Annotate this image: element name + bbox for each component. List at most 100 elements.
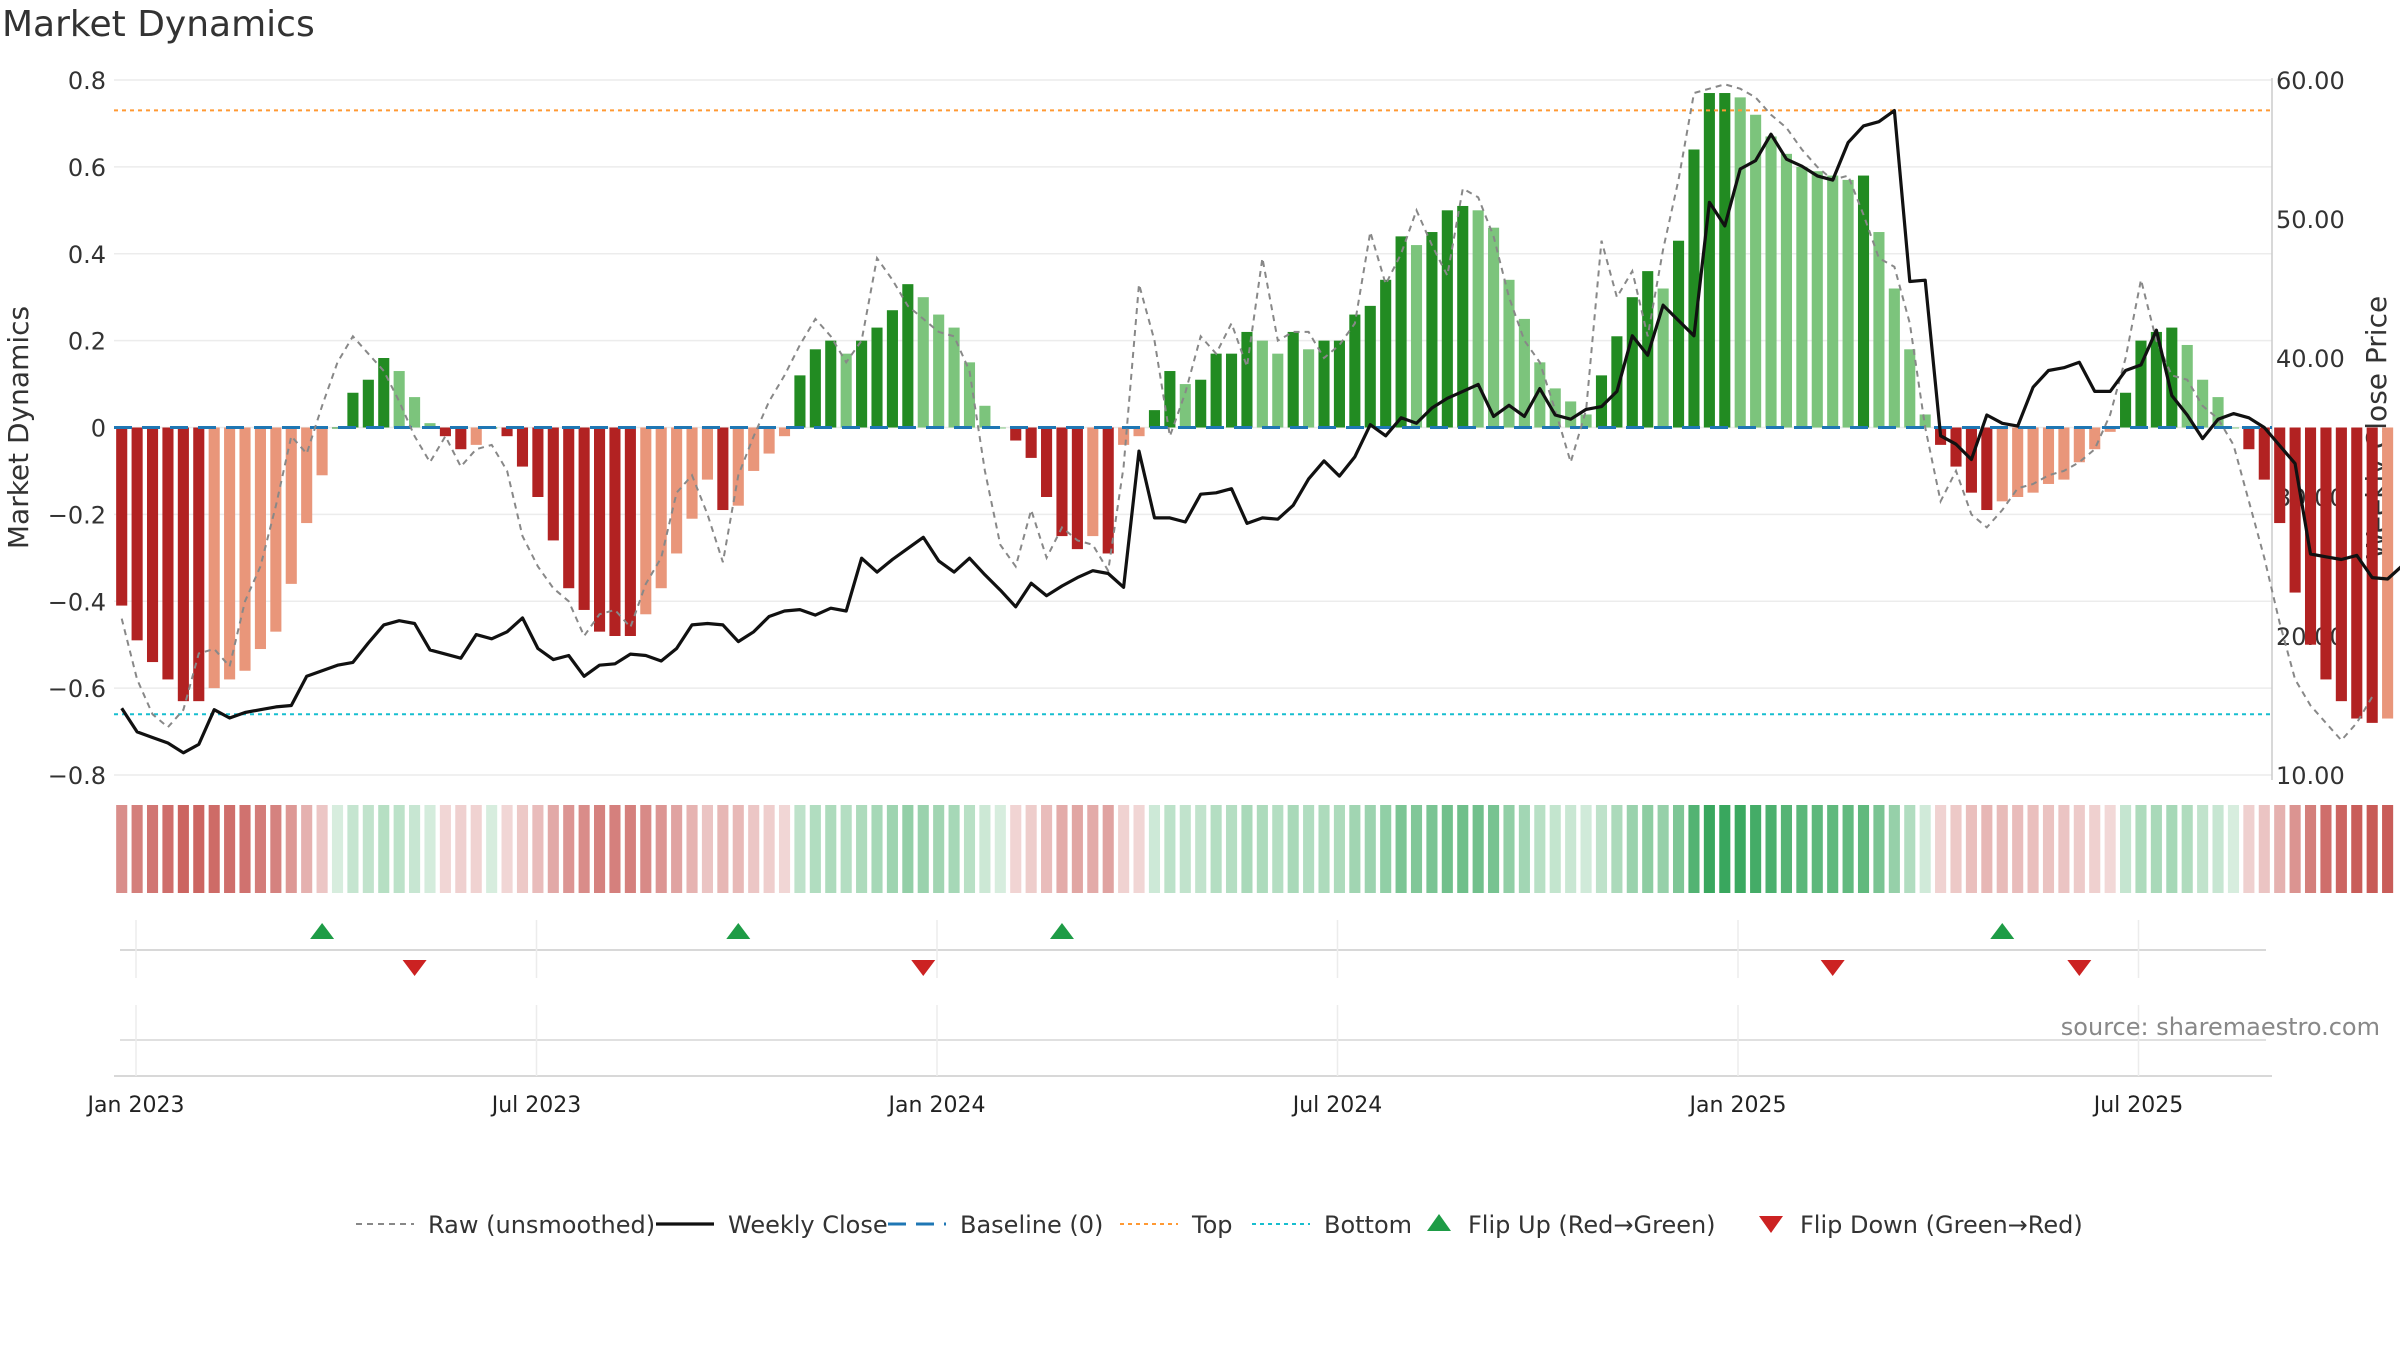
dynamics-bar — [285, 427, 297, 584]
dynamics-bar — [1996, 427, 2008, 502]
heat-band-cell — [1657, 805, 1669, 893]
dynamics-bar — [2135, 340, 2147, 428]
dynamics-bar — [917, 297, 929, 428]
heat-band-cell — [1118, 805, 1130, 893]
heat-band-cell — [1703, 805, 1715, 893]
heat-band-cell — [856, 805, 868, 893]
dynamics-bar — [2089, 427, 2101, 450]
heat-band-cell — [455, 805, 467, 893]
dynamics-bar — [1534, 362, 1546, 428]
heat-band-cell — [2212, 805, 2224, 893]
heat-band-cell — [1241, 805, 1253, 893]
heat-band-cell — [439, 805, 451, 893]
heat-band-cell — [933, 805, 945, 893]
dynamics-bar — [224, 427, 236, 680]
heat-band-cell — [2073, 805, 2085, 893]
dynamics-bar — [1410, 245, 1423, 428]
heat-band-cell — [994, 805, 1006, 893]
heat-band-cell — [979, 805, 991, 893]
dynamics-bar — [331, 427, 344, 429]
heat-band-cell — [2227, 805, 2240, 893]
dynamics-bar — [547, 427, 559, 541]
heat-band-cell — [1842, 805, 1854, 893]
dynamics-bar — [146, 427, 159, 663]
dynamics-bar — [2073, 427, 2085, 463]
heat-band-cell — [547, 805, 559, 893]
dynamics-bar — [1842, 179, 1854, 428]
dynamics-bar — [470, 427, 482, 445]
heat-band-cell — [2089, 805, 2101, 893]
heat-band-cell — [902, 805, 914, 893]
dynamics-bar — [177, 427, 189, 702]
flip-down-marker — [911, 960, 936, 976]
dynamics-bar — [948, 327, 960, 428]
heat-band-cell — [1996, 805, 2008, 893]
dynamics-bar — [1734, 97, 1746, 428]
heat-band-cell — [1965, 805, 1977, 893]
dynamics-bar — [131, 427, 143, 641]
flip-up-marker — [1049, 923, 1074, 939]
flip-up-marker — [1990, 923, 2015, 939]
heat-band-cell — [732, 805, 744, 893]
heat-band-cell — [1904, 805, 1916, 893]
heat-band-cell — [270, 805, 282, 893]
dynamics-bar — [1719, 93, 1731, 428]
heat-band-cell — [208, 805, 220, 893]
x-tick-label: Jul 2023 — [490, 1093, 582, 1118]
heat-band-cell — [1441, 805, 1453, 893]
dynamics-bar — [2243, 427, 2255, 450]
flip-down-marker — [402, 960, 427, 976]
dynamics-bar — [1503, 279, 1515, 428]
source-label: source: sharemaestro.com — [2060, 1013, 2380, 1041]
heat-band-cell — [886, 805, 898, 893]
dynamics-bar — [1287, 331, 1299, 428]
dynamics-bar — [1256, 340, 1268, 428]
heat-band-cell — [917, 805, 929, 893]
heat-band-cell — [1518, 805, 1530, 893]
dynamics-bar — [2335, 427, 2347, 702]
heat-band-cell — [578, 805, 590, 893]
dynamics-bar — [1488, 227, 1500, 428]
chart-title: Market Dynamics — [2, 4, 315, 45]
dynamics-bar — [2289, 427, 2301, 593]
dynamics-bar — [1657, 288, 1669, 428]
dynamics-bar — [794, 375, 806, 428]
y-tick-label: 0.6 — [68, 154, 106, 182]
heat-band-cell — [1010, 805, 1022, 893]
dynamics-bar — [1087, 427, 1099, 537]
dynamics-bar — [1025, 427, 1037, 458]
y-tick-label: 0.4 — [68, 241, 106, 269]
dynamics-bar — [825, 340, 837, 428]
dynamics-bar — [409, 397, 421, 428]
dynamics-bar — [1441, 210, 1453, 428]
heat-band-cell — [316, 805, 328, 893]
dynamics-bar — [455, 427, 467, 450]
legend-swatch-flip-down — [1759, 1216, 1783, 1233]
heat-band-cell — [1857, 805, 1870, 893]
heat-band-cell — [2382, 805, 2394, 893]
heat-band-cell — [2320, 805, 2332, 893]
heat-band-cell — [2181, 805, 2193, 893]
dynamics-bar — [748, 427, 760, 471]
dynamics-bar — [1395, 236, 1407, 428]
dynamics-bar — [1333, 340, 1345, 428]
legend-label: Baseline (0) — [960, 1211, 1103, 1239]
dynamics-bar — [1457, 205, 1469, 428]
heat-band-cell — [794, 805, 806, 893]
heat-band-cell — [331, 805, 344, 893]
heat-band-cell — [1935, 805, 1947, 893]
dynamics-bar — [316, 427, 328, 476]
x-tick-label: Jan 2024 — [887, 1093, 986, 1118]
heat-band-cell — [347, 805, 359, 893]
dynamics-bar — [1225, 353, 1238, 428]
dynamics-bar — [1380, 279, 1392, 428]
heat-band-cell — [2042, 805, 2055, 893]
heat-band-cell — [1179, 805, 1191, 893]
heat-band-cell — [1087, 805, 1099, 893]
heat-band-cell — [1534, 805, 1546, 893]
dynamics-bar — [840, 353, 852, 428]
heat-band-cell — [301, 805, 313, 893]
y-tick-label: 0.2 — [68, 328, 106, 356]
heat-band-cell — [2366, 805, 2378, 893]
x-tick-label: Jan 2025 — [1688, 1093, 1787, 1118]
